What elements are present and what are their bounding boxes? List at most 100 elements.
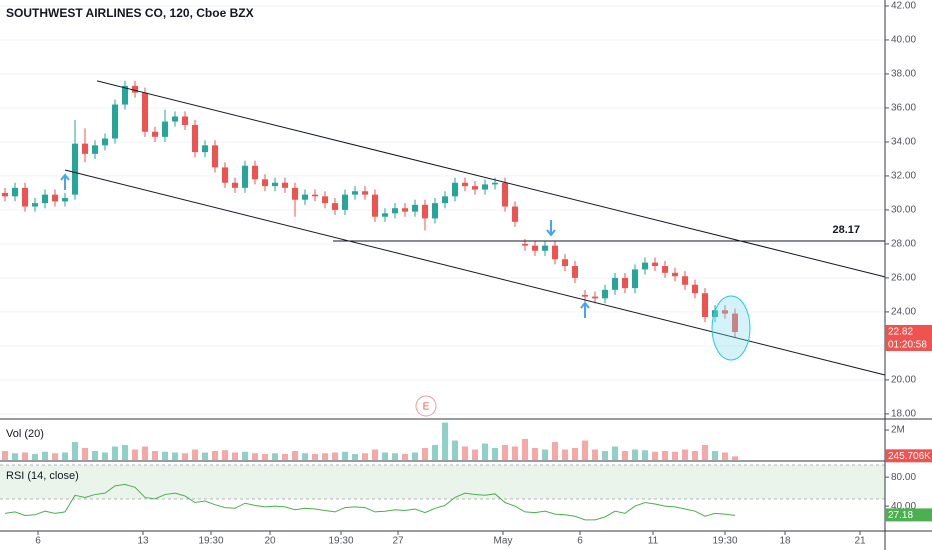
- candle-body: [242, 165, 248, 188]
- volume-bar: [172, 452, 178, 460]
- candle-body: [372, 194, 378, 217]
- volume-bar: [702, 445, 708, 460]
- candle-body: [672, 272, 678, 277]
- candle-body: [82, 143, 88, 154]
- volume-bar: [252, 453, 258, 460]
- candle-body: [502, 182, 508, 207]
- volume-bar: [22, 452, 28, 460]
- volume-bar: [202, 452, 208, 460]
- candle-body: [22, 187, 28, 207]
- volume-bar: [722, 452, 728, 460]
- volume-bar: [232, 452, 238, 460]
- candle-body: [572, 266, 578, 278]
- candle-body: [302, 194, 308, 200]
- candle-body: [202, 145, 208, 153]
- x-tick-label: 13: [137, 536, 149, 547]
- last-price-label: 22.82: [888, 327, 913, 338]
- x-tick-label: 27: [392, 536, 404, 547]
- volume-bar: [432, 445, 438, 460]
- last-rsi-tag: [885, 508, 932, 522]
- volume-bar: [522, 439, 528, 460]
- volume-bar: [312, 454, 318, 460]
- volume-bar: [552, 442, 558, 460]
- volume-bar: [332, 452, 338, 460]
- volume-bar: [642, 450, 648, 460]
- volume-bar: [52, 453, 58, 460]
- y-tick-label: 30.00: [891, 205, 916, 216]
- candle-body: [352, 191, 358, 195]
- candle-body: [702, 293, 708, 318]
- candle-body: [192, 124, 198, 153]
- candle-body: [262, 179, 268, 187]
- volume-bar: [12, 453, 18, 460]
- candle-body: [332, 203, 338, 210]
- volume-bar: [462, 446, 468, 460]
- volume-bar: [392, 453, 398, 460]
- volume-bar: [632, 449, 638, 460]
- trendline: [96, 80, 886, 278]
- arrow-up: [580, 301, 590, 318]
- candle-body: [522, 243, 528, 246]
- volume-bar: [502, 445, 508, 460]
- candle-body: [382, 213, 388, 217]
- volume-bar: [422, 448, 428, 460]
- volume-bar: [682, 449, 688, 460]
- volume-bar: [292, 451, 298, 460]
- countdown-tag: [885, 337, 932, 351]
- candle-body: [652, 262, 658, 267]
- rsi-line: [4, 483, 736, 521]
- volume-bar: [132, 449, 138, 460]
- candle-body: [422, 204, 428, 219]
- candle-body: [172, 116, 178, 122]
- volume-bar: [652, 451, 658, 460]
- volume-bar: [142, 446, 148, 460]
- y-tick-label: 18.00: [891, 409, 916, 420]
- volume-bar: [622, 451, 628, 460]
- candle-body: [602, 289, 608, 299]
- volume-bar: [42, 451, 48, 460]
- volume-bar: [482, 443, 488, 460]
- last-volume-label: 245.706K: [888, 451, 931, 462]
- candle-body: [542, 245, 548, 251]
- volume-bar: [272, 453, 278, 460]
- volume-bar: [442, 422, 448, 460]
- volume-bar: [592, 449, 598, 460]
- candle-body: [2, 192, 8, 197]
- volume-bar: [512, 446, 518, 460]
- volume-bar: [582, 440, 588, 460]
- candle-body: [682, 276, 688, 285]
- volume-bar: [92, 451, 98, 460]
- candle-body: [512, 206, 518, 222]
- candle-body: [152, 131, 158, 137]
- volume-bar: [382, 452, 388, 460]
- volume-bar: [32, 454, 38, 460]
- candle-body: [132, 85, 138, 93]
- candle-body: [442, 196, 448, 204]
- volume-bar: [602, 451, 608, 460]
- marks: 28.17: [0, 5, 886, 521]
- x-tick-label: 19:30: [328, 536, 353, 547]
- volume-bar: [342, 451, 348, 460]
- volume-bar: [372, 449, 378, 460]
- candle-body: [692, 284, 698, 294]
- candle-body: [52, 194, 58, 202]
- rsi-band: [0, 465, 885, 499]
- volume-bar: [162, 451, 168, 460]
- y-tick-label: 40.00: [891, 501, 916, 512]
- volume-bar: [662, 451, 668, 460]
- chart-title: SOUTHWEST AIRLINES CO, 120, Cboe BZX: [6, 6, 254, 20]
- x-tick-label: 19:30: [198, 536, 223, 547]
- countdown-label: 01:20:58: [888, 340, 927, 351]
- volume-bar: [62, 452, 68, 460]
- level-label: 28.17: [832, 224, 860, 236]
- arrow-up: [60, 173, 70, 190]
- candle-body: [322, 196, 328, 204]
- x-tick-label: 6: [577, 536, 583, 547]
- volume-bar: [452, 440, 458, 460]
- earnings-marker[interactable]: [415, 395, 437, 417]
- highlight-ellipse: [711, 295, 751, 361]
- candle-body: [252, 165, 258, 180]
- candle-body: [642, 262, 648, 270]
- volume-bar: [362, 453, 368, 460]
- volume-bar: [562, 449, 568, 460]
